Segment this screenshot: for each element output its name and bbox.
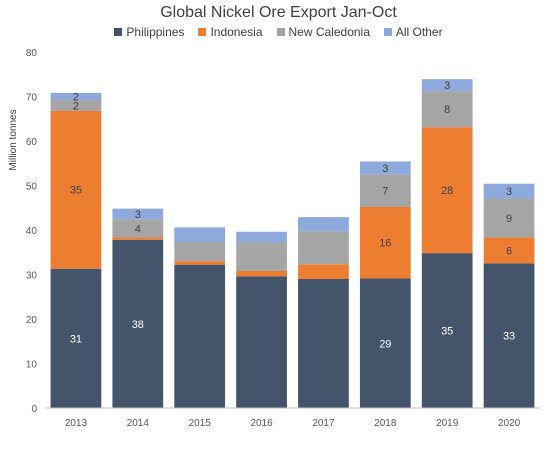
legend-swatch (383, 28, 392, 36)
legend-swatch (276, 28, 285, 36)
data-label: 6 (506, 245, 512, 257)
legend-item-new-caledonia: New Caledonia (276, 25, 370, 39)
bar-all-other-2017 (298, 217, 349, 232)
x-tick-label: 2019 (436, 418, 459, 429)
bar-new-caledonia-2016 (236, 242, 287, 271)
legend-swatch (114, 28, 123, 36)
legend-swatch (198, 28, 207, 36)
bar-indonesia-2018 (359, 206, 411, 279)
data-label: 2 (73, 92, 79, 104)
bar-indonesia-2016 (236, 270, 287, 277)
bar-indonesia-2015 (174, 261, 226, 265)
bar-indonesia-2020 (483, 237, 535, 264)
x-tick-label: 2016 (250, 418, 273, 429)
bar-indonesia-2013 (50, 110, 102, 269)
bar-new-caledonia-2015 (174, 242, 226, 262)
y-tick-label: 60 (26, 137, 38, 148)
y-tick-label: 70 (26, 93, 38, 104)
data-label: 3 (382, 163, 388, 175)
data-label: 29 (379, 338, 391, 350)
data-label: 2 (73, 100, 79, 112)
bar-philippines-2015 (174, 264, 226, 408)
legend-item-indonesia: Indonesia (198, 25, 263, 39)
data-label: 4 (135, 223, 141, 235)
bar-new-caledonia-2020 (483, 198, 535, 238)
bar-philippines-2014 (112, 239, 164, 408)
chart-legend: Philippines Indonesia New Caledonia All Oth… (0, 25, 557, 39)
data-label: 3 (135, 209, 141, 221)
bar-all-other-2013 (50, 92, 102, 101)
bar-all-other-2016 (236, 231, 287, 243)
y-tick-label: 50 (26, 182, 38, 193)
y-tick-label: 20 (26, 315, 38, 326)
data-label: 35 (441, 326, 453, 338)
y-tick-label: 0 (31, 404, 37, 415)
data-label: 38 (132, 319, 144, 331)
bar-all-other-2019 (421, 79, 473, 92)
y-tick-label: 30 (26, 271, 38, 282)
bar-new-caledonia-2013 (50, 100, 102, 111)
bar-all-other-2015 (174, 227, 226, 243)
bar-new-caledonia-2018 (359, 174, 411, 207)
y-tick-label: 40 (26, 226, 38, 237)
x-tick-label: 2013 (65, 418, 88, 429)
data-label: 8 (444, 104, 450, 116)
x-tick-label: 2017 (312, 418, 335, 429)
data-label: 31 (70, 333, 82, 345)
x-tick-label: 2014 (127, 418, 150, 429)
data-label: 33 (503, 331, 515, 343)
bar-all-other-2014 (112, 208, 164, 220)
bar-indonesia-2017 (298, 264, 349, 279)
bar-all-other-2018 (359, 161, 411, 175)
bar-philippines-2019 (421, 253, 473, 408)
x-tick-label: 2018 (374, 418, 397, 429)
bar-philippines-2013 (50, 268, 102, 408)
bar-new-caledonia-2019 (421, 91, 473, 128)
y-axis-label: Million tonnes (8, 109, 19, 170)
legend-label: New Caledonia (288, 25, 370, 39)
legend-label: All Other (395, 25, 443, 39)
legend-label: Indonesia (210, 25, 263, 39)
data-label: 3 (506, 186, 512, 198)
y-tick-label: 10 (26, 360, 38, 371)
bar-philippines-2016 (236, 276, 287, 408)
bar-all-other-2020 (483, 183, 535, 199)
legend-item-all-other: All Other (383, 25, 443, 39)
data-label: 9 (506, 213, 512, 225)
data-label: 16 (379, 238, 391, 250)
x-tick-label: 2020 (498, 418, 521, 429)
data-label: 3 (444, 80, 450, 92)
data-label: 35 (70, 185, 82, 197)
data-label: 28 (441, 185, 453, 197)
bar-new-caledonia-2014 (112, 219, 164, 238)
legend-label: Philippines (126, 25, 185, 39)
bar-philippines-2017 (298, 278, 349, 408)
chart-title: Global Nickel Ore Export Jan-Oct (160, 4, 397, 21)
x-tick-label: 2015 (189, 418, 212, 429)
y-tick-label: 80 (26, 48, 38, 59)
bar-indonesia-2019 (421, 127, 473, 254)
bar-new-caledonia-2017 (298, 231, 349, 265)
data-label: 7 (382, 186, 388, 198)
bar-philippines-2020 (483, 263, 535, 408)
legend-item-philippines: Philippines (114, 25, 184, 39)
bar-philippines-2018 (359, 278, 411, 408)
bar-indonesia-2014 (112, 237, 164, 240)
